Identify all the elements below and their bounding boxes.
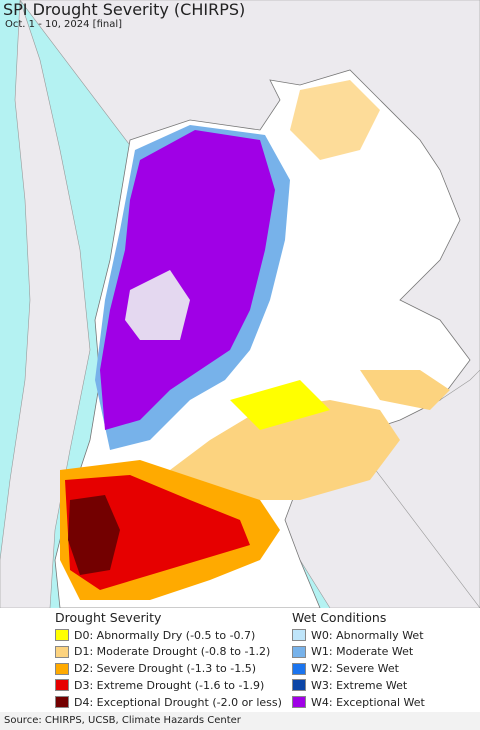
legend-label: D0: Abnormally Dry (-0.5 to -0.7)	[74, 628, 256, 642]
map	[0, 0, 480, 608]
legend-item: W3: Extreme Wet	[292, 677, 407, 693]
dry-pocket	[125, 270, 190, 340]
legend: Drought Severity D0: Abnormally Dry (-0.5…	[0, 608, 480, 712]
legend-item: W1: Moderate Wet	[292, 644, 413, 660]
legend-swatch	[292, 662, 306, 675]
legend-item: W2: Severe Wet	[292, 661, 399, 677]
legend-label: W4: Exceptional Wet	[311, 695, 425, 709]
source: Source: CHIRPS, UCSB, Climate Hazards Ce…	[0, 712, 480, 730]
legend-item: W0: Abnormally Wet	[292, 627, 424, 643]
subtitle: Oct. 1 - 10, 2024 [final]	[5, 19, 123, 30]
legend-item: W4: Exceptional Wet	[292, 694, 425, 710]
legend-swatch	[292, 645, 306, 658]
legend-item: D1: Moderate Drought (-0.8 to -1.2)	[55, 644, 270, 660]
legend-item: D3: Extreme Drought (-1.6 to -1.9)	[55, 677, 264, 693]
legend-label: D4: Exceptional Drought (-2.0 or less)	[74, 695, 282, 709]
legend-label: W0: Abnormally Wet	[311, 628, 424, 642]
exceptional-drought-area	[68, 495, 120, 575]
legend-heading: Drought Severity	[55, 610, 162, 625]
legend-label: D2: Severe Drought (-1.3 to -1.5)	[74, 662, 257, 676]
legend-label: D1: Moderate Drought (-0.8 to -1.2)	[74, 645, 271, 659]
legend-swatch	[292, 629, 306, 641]
legend-swatch	[55, 629, 69, 641]
legend-swatch	[55, 679, 69, 692]
legend-label: D3: Extreme Drought (-1.6 to -1.9)	[74, 678, 265, 692]
legend-label: W3: Extreme Wet	[311, 678, 408, 692]
legend-item: D2: Severe Drought (-1.3 to -1.5)	[55, 661, 256, 677]
legend-swatch	[292, 696, 306, 709]
legend-label: W2: Severe Wet	[311, 662, 399, 676]
legend-heading: Wet Conditions	[292, 610, 387, 625]
exceptional-wet-area	[100, 130, 275, 430]
legend-label: W1: Moderate Wet	[311, 645, 414, 659]
dry-area	[360, 370, 450, 410]
legend-swatch	[292, 679, 306, 692]
dry-area	[290, 80, 380, 160]
legend-swatch	[55, 662, 69, 675]
dry-area	[230, 380, 330, 430]
legend-swatch	[55, 696, 69, 709]
legend-item: D4: Exceptional Drought (-2.0 or less)	[55, 694, 282, 710]
legend-swatch	[55, 645, 69, 658]
dry-area	[170, 400, 400, 500]
title: SPI Drought Severity (CHIRPS)	[3, 0, 246, 19]
legend-item: D0: Abnormally Dry (-0.5 to -0.7)	[55, 627, 255, 643]
